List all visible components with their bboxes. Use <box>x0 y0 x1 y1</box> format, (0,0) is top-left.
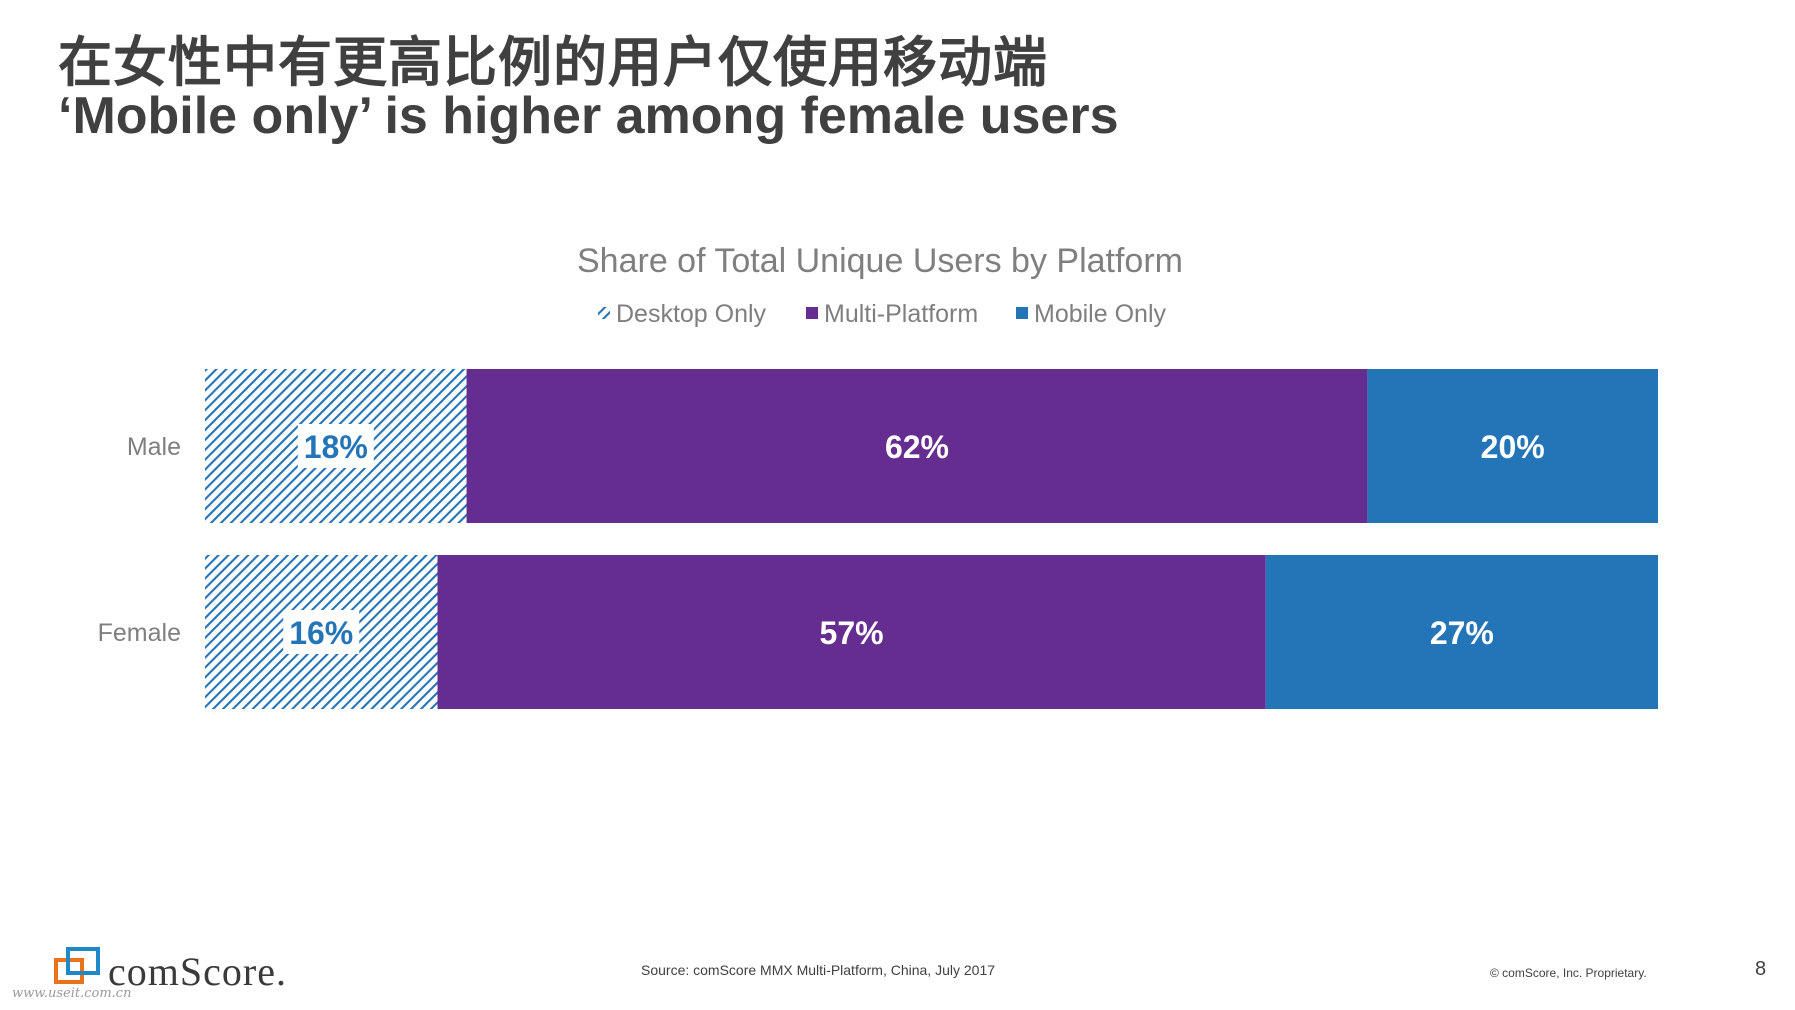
bar-segment-0-1 <box>466 369 1368 523</box>
legend-swatch-0 <box>598 307 610 319</box>
data-label-1-0: 16% <box>289 615 353 651</box>
bars-group: Male 18% 62% 20% Female 16% 57% 27% <box>98 369 1658 709</box>
watermark: www.useit.com.cn <box>12 986 132 1001</box>
legend-label-2: Mobile Only <box>1034 300 1166 328</box>
category-label-0: Male <box>127 433 181 461</box>
data-label-0-2: 20% <box>1481 429 1545 465</box>
page-number: 8 <box>1755 958 1767 980</box>
data-label-0-1: 62% <box>885 429 949 465</box>
legend-label-0: Desktop Only <box>616 300 767 328</box>
bar-segment-1-1 <box>437 555 1266 709</box>
slide-title-english: ‘Mobile only’ is higher among female use… <box>58 87 1119 145</box>
data-label-1-2: 27% <box>1430 615 1494 651</box>
comscore-logo-icon <box>54 947 100 984</box>
data-label-0-0: 18% <box>304 429 368 465</box>
copyright-note: © comScore, Inc. Proprietary. <box>1490 966 1647 980</box>
legend-swatch-1 <box>806 307 818 319</box>
data-label-bg-1-0 <box>283 610 360 654</box>
logo-text: comScore. <box>108 949 287 994</box>
source-note: Source: comScore MMX Multi-Platform, Chi… <box>641 962 996 978</box>
slide-title-chinese: 在女性中有更高比例的用户仅使用移动端 <box>58 31 1048 94</box>
data-label-bg-0-0 <box>297 424 374 468</box>
bar-segment-0-2 <box>1367 369 1658 523</box>
chart-title: Share of Total Unique Users by Platform <box>577 242 1183 280</box>
legend-swatch-2 <box>1016 307 1028 319</box>
bar-segment-1-2 <box>1265 555 1658 709</box>
category-label-1: Female <box>98 619 181 647</box>
chart-legend: Desktop Only Multi-Platform Mobile Only <box>598 300 1166 328</box>
legend-label-1: Multi-Platform <box>824 300 978 328</box>
data-label-1-1: 57% <box>820 615 884 651</box>
stacked-bar-chart: Share of Total Unique Users by Platform … <box>98 242 1658 709</box>
